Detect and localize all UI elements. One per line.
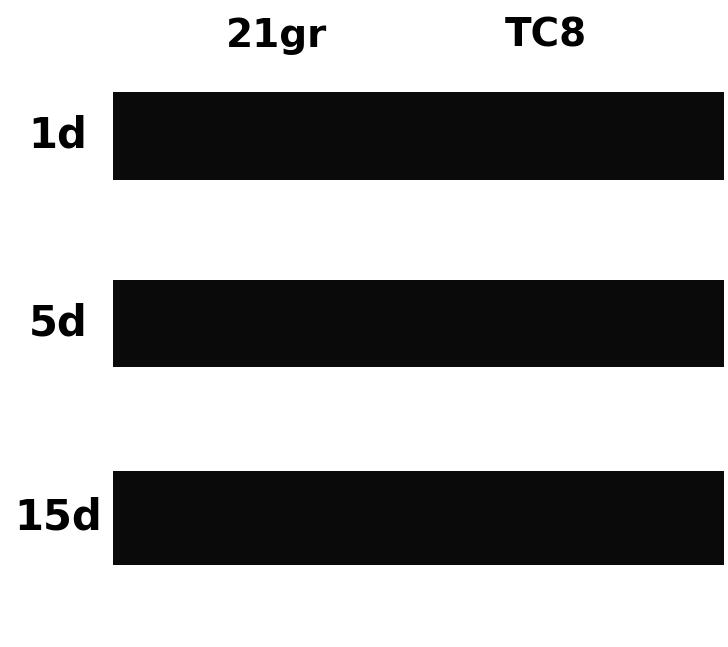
Text: TC8: TC8 (505, 17, 587, 54)
Text: 5d: 5d (29, 303, 87, 344)
Text: 21gr: 21gr (226, 17, 328, 54)
Bar (113, 280, 724, 367)
Bar (113, 92, 724, 179)
Bar (113, 471, 724, 564)
Text: 15d: 15d (15, 497, 102, 538)
Text: 1d: 1d (29, 115, 87, 157)
